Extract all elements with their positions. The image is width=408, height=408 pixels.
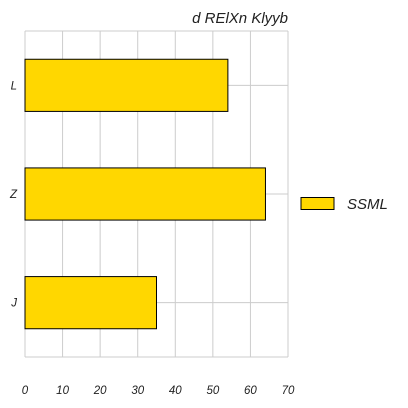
bar-j [24,276,157,330]
x-tick-label: 40 [169,385,182,397]
x-tick-label: 70 [282,385,295,397]
bars [24,58,266,330]
axes: 0 10 20 30 40 50 60 70 L Z J [9,80,295,397]
x-tick-label: 30 [131,385,144,397]
legend: SSML [300,196,388,213]
chart-title: d RElXn Klyyb [192,10,288,27]
legend-label-ssml: SSML [347,196,388,213]
x-tick-label: 60 [244,385,257,397]
y-tick-label: Z [9,189,18,201]
x-tick-label: 10 [56,385,69,397]
y-tick-label: J [10,298,17,310]
legend-swatch-ssml [300,197,335,210]
bar-z [24,167,266,221]
bar-l [24,58,229,112]
x-tick-label: 50 [206,385,219,397]
y-tick-label: L [11,80,17,92]
x-tick-label: 20 [93,385,107,397]
x-tick-label: 0 [22,385,29,397]
